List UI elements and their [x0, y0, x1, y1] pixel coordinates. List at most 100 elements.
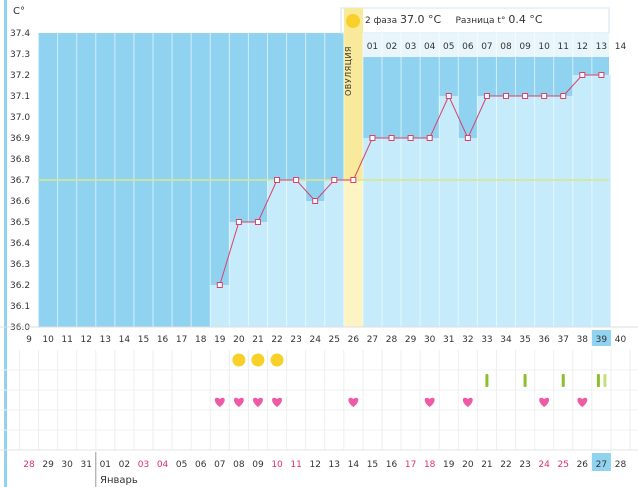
- phase2-day-label: 02: [386, 42, 397, 52]
- heart-icon: [424, 397, 435, 407]
- date-label: 18: [424, 460, 436, 470]
- temperature-bar: [381, 138, 402, 327]
- temperature-bar: [515, 96, 535, 327]
- cycle-day-label: 38: [577, 335, 589, 345]
- date-label: 28: [615, 460, 627, 470]
- date-label: 06: [195, 460, 207, 470]
- cycle-day-label: 28: [386, 335, 398, 345]
- temperature-point: [293, 177, 300, 183]
- temperature-bar: [534, 96, 554, 327]
- temperature-point: [235, 219, 242, 225]
- current-day-highlight: [591, 330, 611, 346]
- phase2-day-label: 13: [596, 42, 607, 52]
- cycle-day-label: 39: [596, 335, 608, 345]
- date-label: 11: [290, 460, 301, 470]
- cycle-day-label: 29: [405, 335, 417, 345]
- temperature-bar: [591, 75, 611, 327]
- temperature-bar: [439, 96, 459, 327]
- green-bar-icon: [485, 374, 489, 387]
- cycle-day-label: 34: [500, 335, 512, 345]
- temperature-point: [464, 135, 471, 141]
- green-bar-icon: [596, 374, 600, 387]
- cycle-day-label: 19: [214, 335, 226, 345]
- date-label: 21: [481, 460, 492, 470]
- cycle-day-label: 14: [119, 335, 131, 345]
- temperature-bar: [362, 138, 382, 327]
- y-tick-label: 36.2: [10, 281, 30, 291]
- cycle-day-label: 32: [462, 335, 473, 345]
- y-tick-label: 36.7: [10, 176, 30, 186]
- cycle-day-label: 24: [309, 335, 321, 345]
- cycle-day-label: 11: [61, 335, 72, 345]
- temperature-point: [560, 93, 567, 99]
- date-label: 26: [577, 460, 589, 470]
- temperature-bar: [305, 201, 325, 327]
- y-tick-label: 36.6: [10, 197, 30, 207]
- temperature-bar: [420, 138, 440, 327]
- temperature-bar: [496, 96, 516, 327]
- phase-header-box: [340, 7, 610, 34]
- date-label: 22: [500, 460, 511, 470]
- cycle-day-label: 18: [195, 335, 207, 345]
- cycle-day-label: 27: [367, 335, 378, 345]
- date-label: 02: [119, 460, 130, 470]
- cycle-day-label: 36: [538, 335, 550, 345]
- phase2-day-label: 10: [538, 42, 550, 52]
- green-bar-icon: [561, 374, 565, 387]
- cycle-day-label: 16: [157, 335, 169, 345]
- temperature-point: [254, 219, 261, 225]
- y-tick-label: 37.2: [10, 71, 30, 81]
- y-tick-label: 36.1: [10, 302, 30, 312]
- phase2-day-label: 11: [558, 42, 569, 52]
- heart-icon: [272, 397, 282, 407]
- temperature-bar: [248, 222, 268, 327]
- phase2-day-label: 14: [615, 42, 627, 52]
- y-tick-label: 37.3: [10, 50, 30, 60]
- date-label: 16: [386, 460, 398, 470]
- cycle-day-label: 31: [443, 335, 454, 345]
- heart-icon: [214, 397, 225, 407]
- date-label: 30: [61, 460, 73, 470]
- phase2-day-label: 03: [405, 42, 416, 52]
- phase-label: 2 фаза: [365, 16, 398, 26]
- temperature-point: [445, 93, 452, 99]
- phase-info: 2 фаза 37.0 °C Разница t° 0.4 °C: [365, 13, 543, 26]
- temperature-point: [503, 93, 509, 99]
- temperature-point: [312, 198, 319, 204]
- date-label: 09: [252, 460, 264, 470]
- y-tick-label: 37.0: [10, 113, 30, 123]
- ovulation-label: ОВУЛЯЦИЯ: [344, 46, 353, 96]
- cycle-day-label: 12: [81, 335, 92, 345]
- date-label: 20: [462, 460, 474, 470]
- y-axis-unit: C°: [13, 6, 25, 17]
- phase2-day-label: 05: [443, 42, 454, 52]
- green-bar-icon: [523, 374, 527, 387]
- ovulation-band-lower: [343, 180, 363, 327]
- cycle-day-label: 9: [26, 335, 32, 345]
- y-tick-label: 36.5: [10, 218, 30, 228]
- cycle-day-label: 15: [138, 335, 149, 345]
- cycle-day-label: 10: [42, 335, 54, 345]
- y-tick-label: 36.8: [10, 155, 30, 165]
- date-label: 05: [176, 460, 187, 470]
- temperature-point: [522, 93, 529, 99]
- light-green-bar-icon: [603, 374, 607, 387]
- date-label: 12: [309, 460, 320, 470]
- temperature-bar: [572, 75, 592, 327]
- date-label: 27: [596, 460, 607, 470]
- date-label: 24: [538, 460, 550, 470]
- phase2-day-label: 07: [481, 42, 492, 52]
- cycle-day-label: 30: [424, 335, 436, 345]
- phase2-day-label: 09: [519, 42, 531, 52]
- date-label: 01: [100, 460, 111, 470]
- heart-icon: [233, 397, 244, 407]
- heart-icon: [539, 397, 550, 407]
- phase2-day-label: 12: [577, 42, 588, 52]
- today-date-highlight: [591, 453, 611, 471]
- phase-temp: 37.0 °C: [399, 13, 442, 26]
- temperature-bar: [553, 96, 573, 327]
- y-tick-label: 36.9: [10, 134, 30, 144]
- temperature-point: [598, 72, 605, 78]
